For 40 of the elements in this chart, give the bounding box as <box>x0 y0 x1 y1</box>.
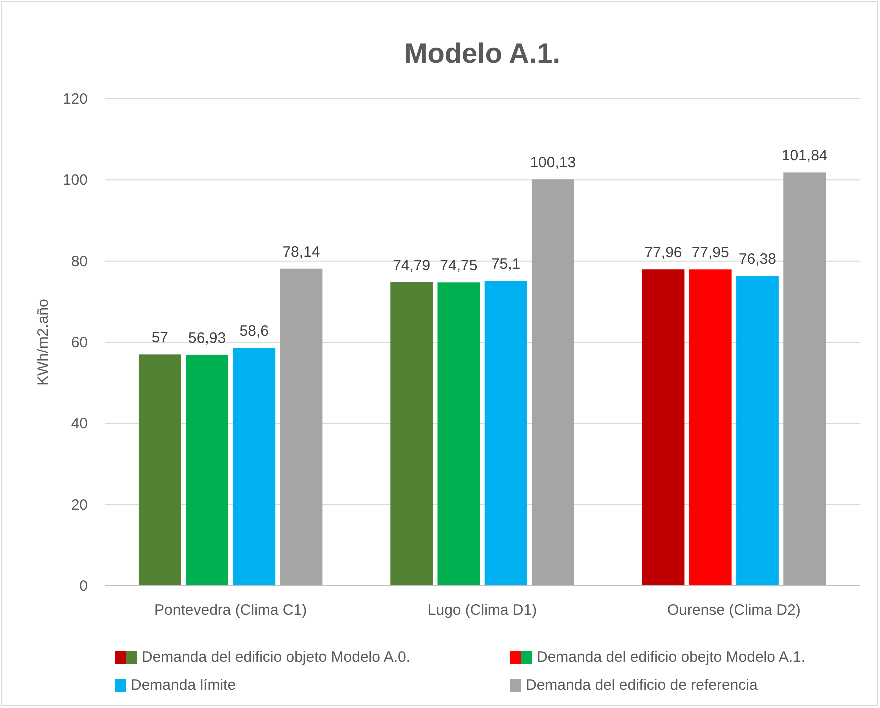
data-label: 77,95 <box>692 244 730 262</box>
data-label: 76,38 <box>738 251 776 268</box>
bar <box>784 172 826 586</box>
x-tick-label: Pontevedra (Clima C1) <box>154 602 308 619</box>
x-tick-label: Ourense (Clima D2) <box>667 602 801 619</box>
bar <box>280 268 323 586</box>
bar <box>642 270 685 586</box>
bar <box>186 354 228 586</box>
legend-label: Demanda del edificio obejto Modelo A.1. <box>537 649 806 666</box>
y-tick-label: 0 <box>80 578 88 595</box>
bar <box>438 282 480 586</box>
data-label: 75,1 <box>491 256 521 274</box>
y-tick-label: 20 <box>71 496 88 514</box>
data-label: 77,96 <box>644 244 682 262</box>
y-tick-label: 100 <box>62 172 88 190</box>
bar <box>532 180 574 586</box>
data-label: 78,14 <box>282 244 320 261</box>
bar <box>233 348 276 586</box>
data-label: 74,79 <box>393 257 431 274</box>
data-label: 101,84 <box>782 148 828 165</box>
bar <box>736 276 779 586</box>
legend-label: Demanda del edificio objeto Modelo A.0. <box>142 649 411 666</box>
y-tick-label: 120 <box>62 91 88 108</box>
data-label: 58,6 <box>240 323 269 340</box>
legend-label: Demanda límite <box>131 677 236 694</box>
y-axis-title: KWh/m2.año <box>35 299 52 386</box>
bar <box>689 270 732 586</box>
y-tick-label: 40 <box>71 416 88 433</box>
bar <box>484 281 528 586</box>
data-label: 57 <box>152 330 169 347</box>
bar <box>390 282 434 586</box>
data-label: 56,93 <box>188 330 226 347</box>
y-tick-label: 80 <box>71 253 88 270</box>
chart-title: Modelo A.1. <box>404 38 561 69</box>
data-label: 74,75 <box>440 258 478 275</box>
legend-label: Demanda del edificio de referencia <box>526 677 758 694</box>
y-tick-label: 60 <box>71 334 88 352</box>
data-label: 100,13 <box>530 154 576 172</box>
bar <box>138 354 182 586</box>
x-tick-label: Lugo (Clima D1) <box>428 602 538 619</box>
